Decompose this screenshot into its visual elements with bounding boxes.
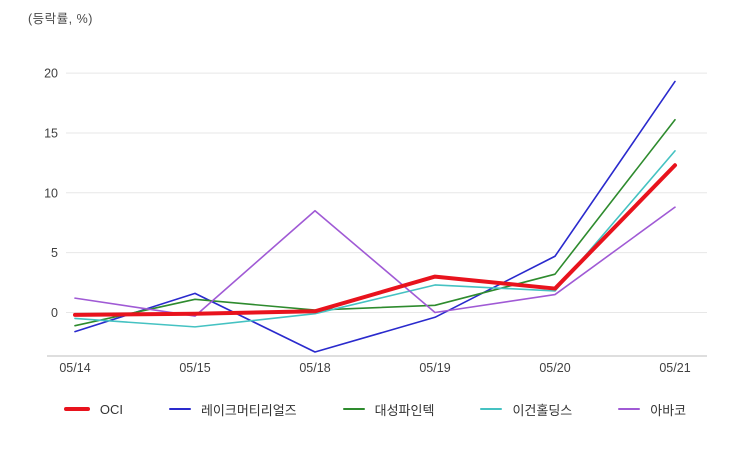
legend-line-swatch <box>168 408 191 410</box>
legend-item-이건홀딩스: 이건홀딩스 <box>480 400 572 419</box>
y-tick-label: 10 <box>44 186 58 200</box>
y-tick-label: 5 <box>51 246 58 260</box>
series-line-이건홀딩스 <box>74 150 676 328</box>
series-line-레이크머티리얼즈 <box>74 80 676 353</box>
series-line-대성파인텍 <box>74 118 676 327</box>
x-tick-label: 05/15 <box>179 361 210 375</box>
legend: OCI 레이크머티리얼즈 대성파인텍 이건홀딩스 아바코 <box>0 397 750 421</box>
legend-item-대성파인텍: 대성파인텍 <box>342 400 435 419</box>
series-line-OCI <box>73 163 677 317</box>
legend-label: 아바코 <box>650 402 687 418</box>
legend-line-swatch <box>480 408 503 410</box>
legend-item-레이크머티리얼즈: 레이크머티리얼즈 <box>168 400 297 419</box>
legend-line-swatch <box>342 408 365 410</box>
legend-line-swatch <box>63 407 90 411</box>
legend-label: OCI <box>99 401 123 417</box>
x-tick-label: 05/20 <box>539 361 570 375</box>
legend-label: 대성파인텍 <box>374 402 435 418</box>
legend-item-OCI: OCI <box>63 401 123 417</box>
x-tick-label: 05/21 <box>659 361 690 375</box>
legend-item-아바코: 아바코 <box>618 400 686 419</box>
x-tick-label: 05/14 <box>59 361 90 375</box>
y-tick-label: 0 <box>51 306 58 320</box>
x-tick-label: 05/18 <box>299 361 330 375</box>
line-chart: 0 5 10 15 20 05/14 05/15 05/18 05/19 05/20 05/21 <box>44 67 707 375</box>
legend-line-swatch <box>618 408 641 410</box>
y-axis-unit-label: (등락률, %) <box>28 12 93 26</box>
legend-label: 레이크머티리얼즈 <box>200 402 297 418</box>
legend-label: 이건홀딩스 <box>512 402 573 418</box>
x-tick-label: 05/19 <box>419 361 450 375</box>
y-tick-label: 15 <box>44 126 58 140</box>
y-tick-label: 20 <box>44 67 58 81</box>
